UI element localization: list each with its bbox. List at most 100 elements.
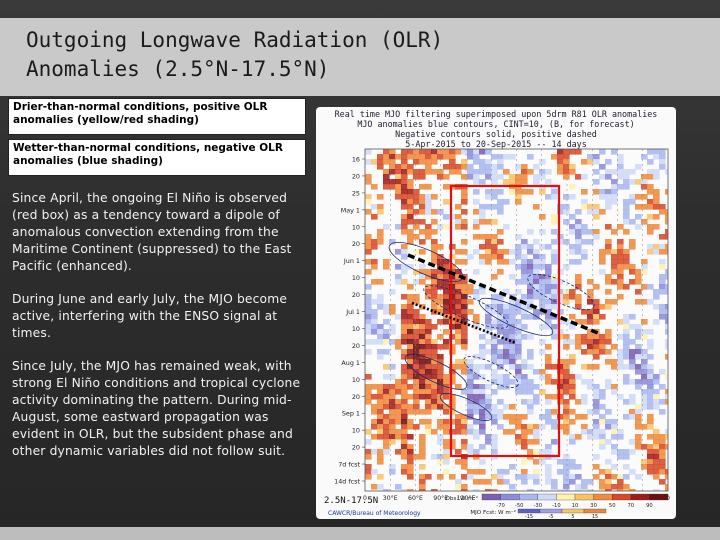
heat-cell xyxy=(593,204,600,210)
heat-cell xyxy=(491,239,498,245)
heat-cell xyxy=(431,339,438,345)
heat-cell xyxy=(587,364,594,370)
heat-cell xyxy=(557,309,564,315)
heat-cell xyxy=(647,379,654,385)
heat-cell xyxy=(443,419,450,425)
heat-cell xyxy=(563,294,570,300)
heat-cell xyxy=(545,414,552,420)
heat-cell xyxy=(593,384,600,390)
heat-cell xyxy=(653,389,660,395)
heat-cell xyxy=(497,154,504,160)
heat-cell xyxy=(383,184,390,190)
heat-cell xyxy=(431,374,438,380)
heat-cell xyxy=(443,394,450,400)
heat-cell xyxy=(629,339,636,345)
heat-cell xyxy=(419,204,426,210)
heat-cell xyxy=(365,284,372,290)
heat-cell xyxy=(665,339,668,345)
heat-cell xyxy=(509,174,516,180)
heat-cell xyxy=(635,279,642,285)
heat-cell xyxy=(437,294,444,300)
heat-cell xyxy=(431,359,438,365)
heat-cell xyxy=(365,234,372,240)
heat-cell xyxy=(491,374,498,380)
heat-cell xyxy=(425,364,432,370)
heat-cell xyxy=(479,214,486,220)
heat-cell xyxy=(407,154,414,160)
heat-cell xyxy=(425,334,432,340)
heat-cell xyxy=(521,169,528,175)
heat-cell xyxy=(575,399,582,405)
heat-cell xyxy=(509,359,516,365)
heat-cell xyxy=(605,224,612,230)
heat-cell xyxy=(623,374,630,380)
heat-cell xyxy=(437,424,444,430)
heat-cell xyxy=(545,359,552,365)
heat-cell xyxy=(611,254,618,260)
heat-cell xyxy=(395,164,402,170)
heat-cell xyxy=(401,354,408,360)
heat-cell xyxy=(641,329,648,335)
heat-cell xyxy=(413,249,420,255)
heat-cell xyxy=(575,299,582,305)
heat-cell xyxy=(377,409,384,415)
chart-title-line: 5-Apr-2015 to 20-Sep-2015 -- 14 days xyxy=(405,139,587,149)
heat-cell xyxy=(575,224,582,230)
heat-cell xyxy=(413,354,420,360)
heat-cell xyxy=(419,324,426,330)
heat-cell xyxy=(521,444,528,450)
heat-cell xyxy=(599,404,606,410)
heat-cell xyxy=(365,349,372,355)
heat-cell xyxy=(617,159,624,165)
heat-cell xyxy=(545,179,552,185)
y-tick-label: 16 xyxy=(352,156,360,164)
heat-cell xyxy=(623,464,630,470)
heat-cell xyxy=(371,424,378,430)
heat-cell xyxy=(479,444,486,450)
heat-cell xyxy=(401,174,408,180)
heat-cell xyxy=(425,294,432,300)
heat-cell xyxy=(647,224,654,230)
heat-cell xyxy=(455,249,462,255)
heat-cell xyxy=(515,374,522,380)
heat-cell xyxy=(647,354,654,360)
heat-cell xyxy=(473,189,480,195)
mjo-contours xyxy=(388,241,595,421)
heat-cell xyxy=(629,244,636,250)
heat-cell xyxy=(563,219,570,225)
heat-cell xyxy=(401,229,408,235)
heat-cell xyxy=(443,184,450,190)
heat-cell xyxy=(659,284,666,290)
heat-cell xyxy=(485,349,492,355)
heat-cell xyxy=(467,299,474,305)
heat-cell xyxy=(389,169,396,175)
heat-cell xyxy=(581,204,588,210)
heat-cell xyxy=(461,319,468,325)
heat-cell xyxy=(503,374,510,380)
heat-cell xyxy=(557,154,564,160)
heat-cell xyxy=(605,489,612,491)
heat-cell xyxy=(377,194,384,200)
heat-cell xyxy=(641,399,648,405)
heat-cell xyxy=(647,364,654,370)
heat-cell xyxy=(665,444,668,450)
heat-cell xyxy=(647,284,654,290)
heat-cell xyxy=(443,294,450,300)
heat-cell xyxy=(383,429,390,435)
heat-cell xyxy=(539,369,546,375)
heat-cell xyxy=(473,294,480,300)
heat-cell xyxy=(497,269,504,275)
heat-cell xyxy=(431,154,438,160)
heat-cell xyxy=(533,179,540,185)
heat-cell xyxy=(497,259,504,265)
heat-cell xyxy=(413,194,420,200)
heat-cell xyxy=(401,149,408,155)
heat-cell xyxy=(635,379,642,385)
heat-cell xyxy=(605,479,612,485)
heat-cell xyxy=(635,434,642,440)
heat-cell xyxy=(545,284,552,290)
heat-cell xyxy=(365,194,372,200)
heat-cell xyxy=(527,354,534,360)
heat-cell xyxy=(461,324,468,330)
heat-cell xyxy=(539,169,546,175)
